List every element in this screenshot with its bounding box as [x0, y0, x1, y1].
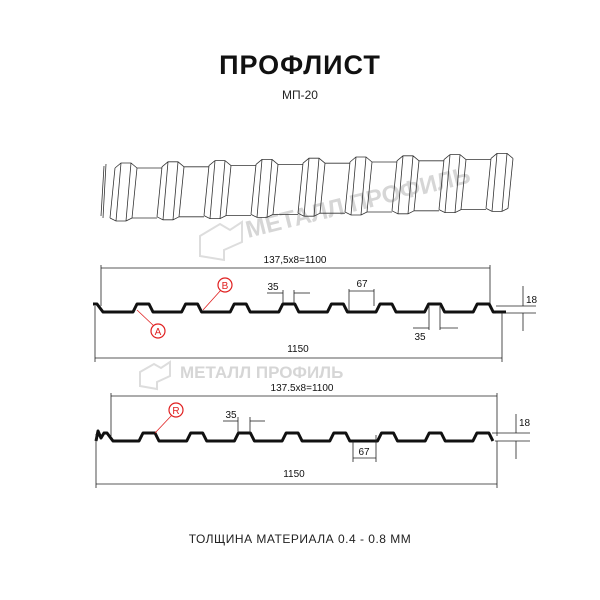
height-label: 18	[519, 418, 531, 429]
marker-b-label: B	[222, 281, 229, 292]
marker-r-label: R	[172, 406, 179, 417]
marker-r	[168, 402, 184, 418]
valley-width-label: 67	[356, 279, 368, 290]
crest-width-label: 35	[267, 282, 279, 293]
profile-b-line	[94, 429, 495, 443]
profile-a-line	[93, 302, 506, 314]
page-title: ПРОФЛИСТ	[219, 50, 381, 80]
bottom-width-label: 35	[414, 332, 426, 343]
profile-a-section: 137,5x8=1100 35 67 35 18 1150 A B	[93, 255, 538, 362]
marker-a	[150, 323, 166, 339]
crest-width-label: 35	[225, 410, 237, 421]
watermark-logo-2: МЕТАЛЛ ПРОФИЛЬ	[139, 360, 343, 391]
pitch-label: 137,5x8=1100	[264, 255, 327, 266]
material-thickness-note: ТОЛЩИНА МАТЕРИАЛА 0.4 - 0.8 ММ	[188, 532, 412, 546]
width-label: 1150	[287, 344, 309, 355]
marker-b	[217, 277, 233, 293]
height-label: 18	[526, 295, 538, 306]
corrugated-sheet-outline	[100, 153, 514, 222]
valley-width-label: 67	[358, 447, 370, 458]
profile-b-section: 137.5x8=1100 35 67 18 1150 R	[94, 383, 531, 488]
watermark-text: МЕТАЛЛ ПРОФИЛЬ	[180, 363, 343, 382]
marker-a-label: A	[155, 327, 162, 338]
model-subtitle: МП-20	[282, 88, 318, 102]
width-label: 1150	[283, 469, 305, 480]
pitch-label: 137.5x8=1100	[271, 383, 334, 394]
sheet-perspective-view	[100, 153, 514, 222]
watermark-text: МЕТАЛЛ ПРОФИЛЬ	[243, 162, 473, 244]
